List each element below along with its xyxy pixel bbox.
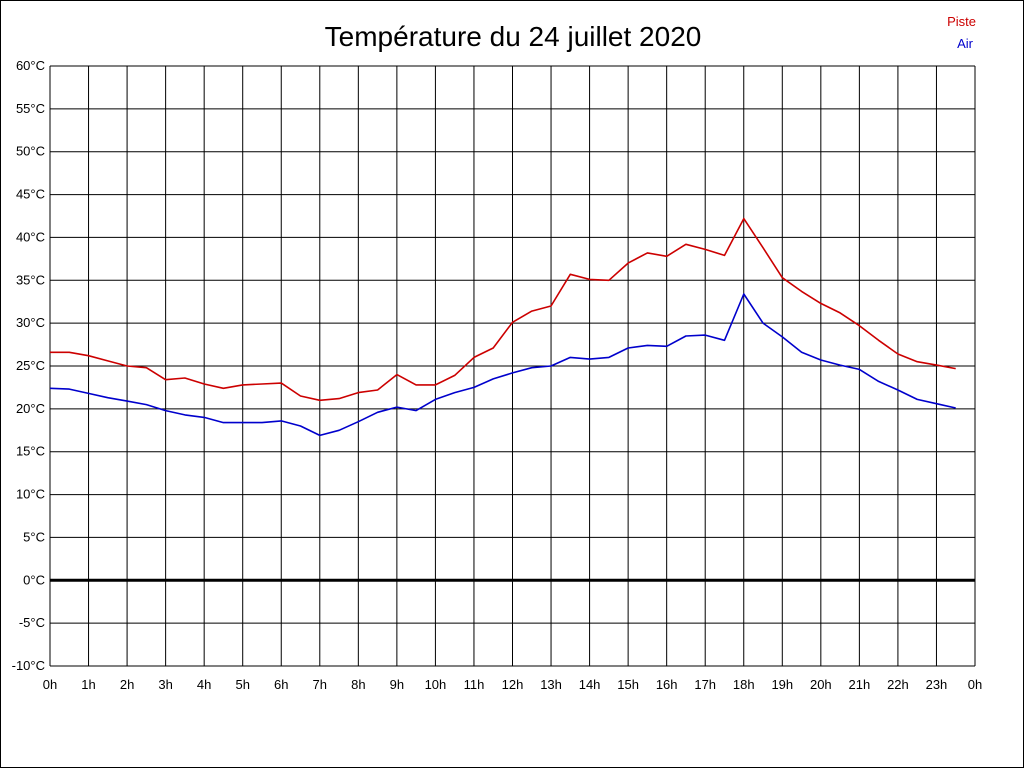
y-tick-label: 25°C	[16, 358, 45, 373]
chart-title: Température du 24 juillet 2020	[325, 21, 702, 52]
x-tick-label: 19h	[771, 677, 793, 692]
x-tick-label: 6h	[274, 677, 288, 692]
grid	[49, 65, 976, 667]
y-tick-label: 5°C	[23, 529, 45, 544]
x-tick-label: 21h	[849, 677, 871, 692]
legend-piste: Piste	[947, 14, 976, 29]
x-tick-label: 13h	[540, 677, 562, 692]
x-tick-label: 7h	[313, 677, 327, 692]
x-tick-label: 10h	[425, 677, 447, 692]
y-tick-label: 35°C	[16, 272, 45, 287]
y-tick-label: 50°C	[16, 144, 45, 159]
y-tick-label: 55°C	[16, 101, 45, 116]
x-tick-label: 4h	[197, 677, 211, 692]
x-tick-label: 22h	[887, 677, 909, 692]
x-tick-label: 12h	[502, 677, 524, 692]
y-tick-label: 40°C	[16, 229, 45, 244]
x-tick-label: 0h	[43, 677, 57, 692]
x-tick-label: 14h	[579, 677, 601, 692]
y-tick-label: -10°C	[12, 658, 45, 673]
legend-air: Air	[957, 36, 974, 51]
series-lines	[49, 217, 956, 437]
series-line-air	[49, 293, 956, 437]
x-tick-label: 11h	[464, 677, 485, 692]
x-tick-label: 0h	[968, 677, 982, 692]
y-axis-ticks: 60°C 55°C 50°C 45°C 40°C 35°C 30°C 25°C 20°C 15°C…	[12, 58, 45, 673]
x-tick-label: 3h	[158, 677, 172, 692]
x-axis-ticks: 0h 1h 2h 3h 4h 5h 6h 7h 8h 9h 10h 11h 12h 13h 14h 15h 16…	[43, 677, 982, 692]
x-tick-label: 16h	[656, 677, 678, 692]
x-tick-label: 17h	[694, 677, 716, 692]
series-line-piste	[50, 217, 956, 402]
y-tick-label: 15°C	[16, 444, 45, 459]
x-tick-label: 9h	[390, 677, 404, 692]
x-tick-label: 23h	[926, 677, 948, 692]
x-tick-label: 1h	[81, 677, 95, 692]
x-tick-label: 18h	[733, 677, 755, 692]
y-tick-label: -5°C	[19, 615, 45, 630]
y-tick-label: 60°C	[16, 58, 45, 73]
y-tick-label: 10°C	[16, 487, 45, 502]
y-tick-label: 0°C	[23, 572, 45, 587]
y-tick-label: 20°C	[16, 401, 45, 416]
x-tick-label: 2h	[120, 677, 134, 692]
x-tick-label: 15h	[617, 677, 639, 692]
x-tick-label: 5h	[235, 677, 249, 692]
x-tick-label: 20h	[810, 677, 832, 692]
y-tick-label: 45°C	[16, 187, 45, 202]
y-tick-label: 30°C	[16, 315, 45, 330]
x-tick-label: 8h	[351, 677, 365, 692]
